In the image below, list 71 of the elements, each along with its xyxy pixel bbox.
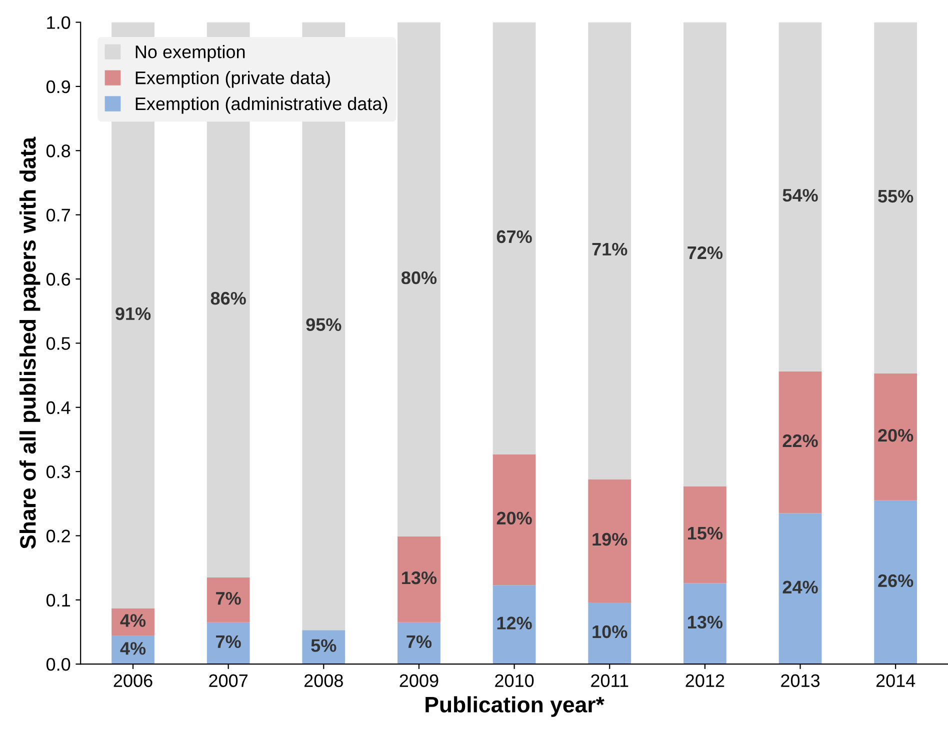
x-axis-title: Publication year*	[426, 696, 604, 717]
x-tick-label: 2006	[114, 674, 152, 688]
data-label: 10%	[592, 625, 628, 638]
x-tick-label: 2010	[495, 674, 534, 688]
x-tick-label: 2009	[400, 674, 438, 688]
y-tick-label: 0.0	[46, 658, 70, 671]
data-label: 19%	[592, 532, 628, 546]
data-label: 24%	[782, 580, 818, 594]
bar	[492, 22, 536, 454]
data-label: 80%	[401, 271, 437, 284]
data-label: 5%	[311, 639, 336, 652]
bar	[492, 585, 536, 664]
y-tick-label: 0.3	[46, 465, 70, 478]
x-tick-label: 2014	[876, 674, 916, 688]
bar	[874, 373, 918, 500]
bar	[778, 513, 822, 664]
data-label: 7%	[406, 635, 432, 648]
y-tick-label: 0.7	[46, 208, 70, 222]
data-label: 20%	[496, 512, 532, 525]
data-label: 71%	[592, 242, 628, 256]
bar	[683, 486, 726, 584]
x-tick-label: 2008	[304, 674, 343, 688]
y-tick-label: 0.4	[46, 401, 70, 414]
data-label: 72%	[688, 246, 723, 260]
bar	[588, 479, 632, 602]
bar	[206, 577, 250, 622]
x-tick-label: 2012	[686, 674, 724, 688]
data-label: 13%	[402, 571, 437, 584]
data-label: 20%	[878, 428, 914, 442]
bar	[683, 22, 726, 486]
data-label: 55%	[878, 190, 914, 203]
x-tick-label: 2007	[209, 674, 248, 688]
bar	[398, 622, 440, 664]
data-label: 54%	[782, 188, 818, 202]
bar	[206, 622, 250, 664]
data-label: 4%	[120, 642, 146, 655]
y-tick-label: 1.0	[47, 16, 70, 29]
data-label: 4%	[120, 614, 146, 627]
legend-label: Exemption (private data)	[136, 70, 330, 88]
y-tick-label: 0.6	[46, 272, 70, 286]
y-tick-label: 0.8	[46, 144, 70, 158]
bar	[588, 22, 632, 480]
bar	[683, 583, 726, 664]
data-label: 22%	[782, 434, 818, 448]
x-tick-label: 2013	[781, 674, 820, 688]
bar	[492, 454, 536, 586]
bar	[398, 536, 440, 622]
data-label: 15%	[688, 526, 723, 540]
x-tick-label: 2011	[591, 674, 628, 688]
bar	[778, 371, 822, 514]
y-tick-label: 0.9	[46, 80, 70, 94]
legend-label: No exemption	[136, 45, 245, 62]
bar	[874, 22, 918, 374]
data-label: 13%	[688, 616, 723, 629]
bar	[778, 22, 822, 372]
data-label: 86%	[210, 292, 246, 305]
bar	[588, 602, 632, 664]
y-tick-label: 0.2	[46, 530, 70, 542]
data-label: 26%	[878, 574, 914, 588]
legend-label: Exemption (administrative data)	[136, 96, 388, 114]
data-label: 95%	[306, 318, 342, 332]
data-label: 67%	[496, 230, 532, 244]
bar	[874, 500, 918, 664]
data-label: 7%	[216, 635, 241, 648]
y-tick-label: 0.1	[46, 594, 70, 607]
bar	[398, 22, 440, 536]
data-label: 7%	[216, 592, 241, 605]
y-axis-title: Share of all published papers with data	[19, 136, 40, 549]
y-tick-label: 0.5	[46, 337, 70, 350]
data-label: 91%	[116, 307, 151, 320]
data-label: 12%	[497, 616, 532, 630]
